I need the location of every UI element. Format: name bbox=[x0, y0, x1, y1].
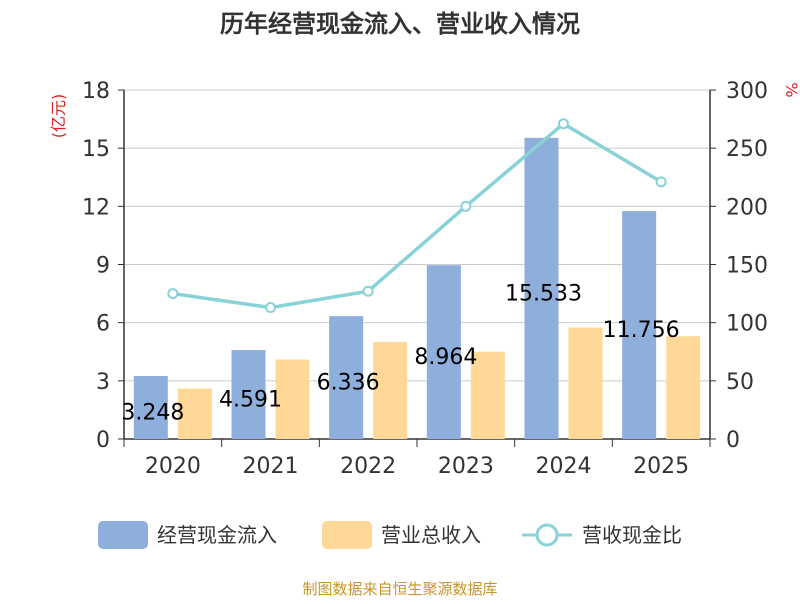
legend-swatch-revenue bbox=[322, 521, 372, 549]
legend-label-cash-inflow: 经营现金流入 bbox=[157, 523, 277, 547]
legend-item-cash-inflow[interactable]: 经营现金流入 bbox=[98, 521, 277, 549]
grid-layer bbox=[124, 89, 710, 382]
bar-revenue[interactable] bbox=[275, 359, 310, 439]
x-tick-label: 2020 bbox=[145, 454, 201, 479]
left-tick-label: 18 bbox=[82, 79, 110, 104]
left-axis-label: (亿元) bbox=[49, 94, 68, 139]
legend-swatch-cash-inflow bbox=[98, 521, 148, 549]
ratio-point[interactable] bbox=[655, 176, 667, 188]
bar-revenue[interactable] bbox=[470, 351, 505, 439]
right-tick-label: 200 bbox=[726, 195, 768, 220]
source-note: 制图数据来自恒生聚源数据库 bbox=[302, 580, 497, 598]
data-label-cash-inflow: 6.336 bbox=[317, 371, 380, 396]
ratio-line bbox=[172, 121, 663, 310]
labels-layer: 3.248 4.591 6.336 8.964 15.533 11.756 bbox=[121, 281, 679, 425]
data-label-cash-inflow: 11.756 bbox=[603, 318, 680, 343]
bar-revenue[interactable] bbox=[177, 388, 212, 439]
left-tick-label: 15 bbox=[82, 137, 110, 162]
bar-cash-inflow[interactable] bbox=[426, 265, 461, 439]
bars-layer bbox=[133, 137, 701, 439]
legend: 经营现金流入 营业总收入 营收现金比 bbox=[98, 521, 682, 549]
left-tick-label: 12 bbox=[82, 195, 110, 220]
bar-cash-inflow[interactable] bbox=[524, 137, 559, 439]
right-tick-label: 300 bbox=[726, 79, 768, 104]
bar-cash-inflow[interactable] bbox=[133, 376, 168, 439]
ratio-point[interactable] bbox=[460, 200, 472, 212]
left-tick-label: 3 bbox=[96, 370, 110, 395]
chart-title: 历年经营现金流入、营业收入情况 bbox=[220, 10, 580, 38]
legend-marker-ratio bbox=[535, 523, 559, 547]
bar-revenue[interactable] bbox=[666, 336, 701, 439]
x-tick-label: 2021 bbox=[243, 454, 299, 479]
x-tick-label: 2023 bbox=[438, 454, 494, 479]
bar-revenue[interactable] bbox=[568, 327, 603, 439]
line-layer bbox=[167, 118, 667, 314]
legend-item-ratio[interactable]: 营收现金比 bbox=[522, 523, 682, 547]
right-axis-label: % bbox=[782, 82, 800, 97]
bar-revenue[interactable] bbox=[373, 342, 408, 439]
left-tick-label: 6 bbox=[96, 312, 110, 337]
legend-label-ratio: 营收现金比 bbox=[582, 523, 682, 547]
ratio-point[interactable] bbox=[167, 288, 179, 300]
x-tick-label: 2025 bbox=[633, 454, 689, 479]
legend-label-revenue: 营业总收入 bbox=[381, 523, 481, 547]
data-label-cash-inflow: 3.248 bbox=[121, 401, 184, 426]
x-tick-label: 2022 bbox=[340, 454, 396, 479]
data-label-cash-inflow: 8.964 bbox=[414, 345, 477, 370]
ratio-point[interactable] bbox=[265, 302, 276, 314]
data-label-cash-inflow: 15.533 bbox=[505, 281, 582, 306]
right-tick-label: 0 bbox=[726, 428, 740, 453]
bar-cash-inflow[interactable] bbox=[329, 316, 364, 439]
ratio-point[interactable] bbox=[362, 285, 374, 297]
bar-cash-inflow[interactable] bbox=[231, 349, 266, 439]
x-tick-label: 2024 bbox=[536, 454, 592, 479]
bar-cash-inflow[interactable] bbox=[622, 211, 657, 439]
right-tick-label: 50 bbox=[726, 370, 754, 395]
left-tick-label: 9 bbox=[96, 254, 110, 279]
ratio-point[interactable] bbox=[558, 118, 569, 130]
right-tick-label: 150 bbox=[726, 254, 768, 279]
legend-item-revenue[interactable]: 营业总收入 bbox=[322, 521, 481, 549]
data-label-cash-inflow: 4.591 bbox=[219, 387, 282, 412]
left-tick-label: 0 bbox=[96, 428, 110, 453]
axes-layer: 0 3 6 9 12 15 18 0 50 100 150 200 250 300 2020 2021 2022… bbox=[82, 79, 768, 479]
right-tick-label: 100 bbox=[726, 312, 768, 337]
right-tick-label: 250 bbox=[726, 137, 768, 162]
